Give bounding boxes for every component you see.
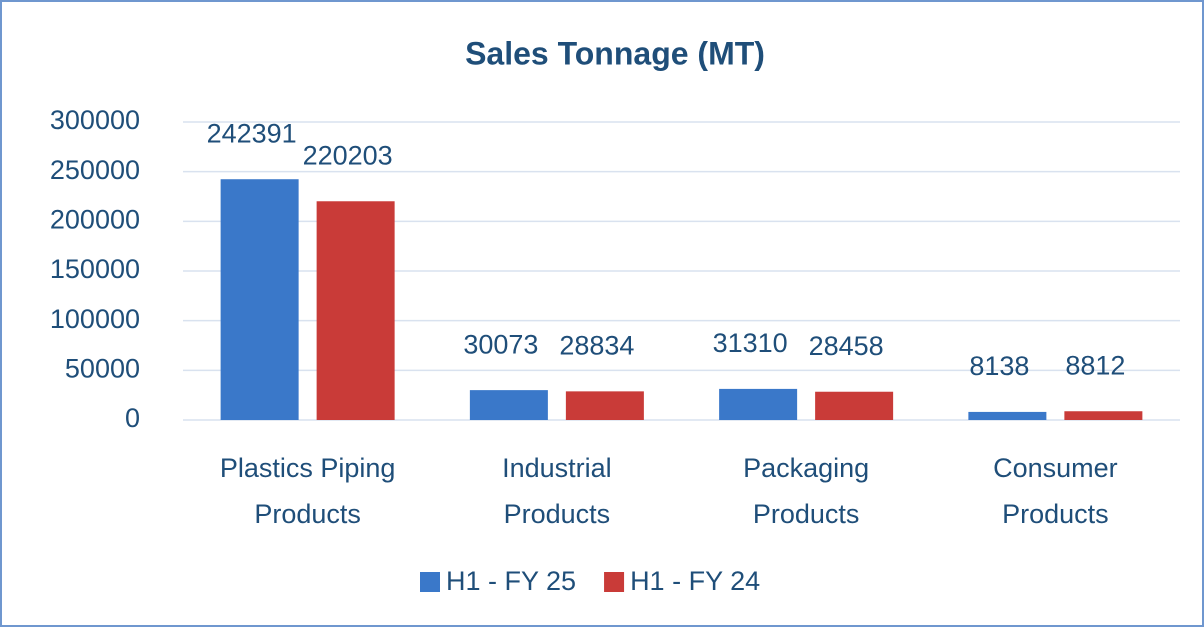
y-tick-label: 250000	[50, 155, 140, 185]
x-tick-label-line: Products	[1002, 499, 1109, 529]
x-tick-label-line: Products	[254, 499, 361, 529]
bar	[719, 388, 798, 420]
data-label: 8138	[969, 351, 1029, 381]
x-tick-label-line: Products	[504, 499, 611, 529]
y-tick-label: 0	[125, 403, 140, 433]
x-tick-label: Industrial Products	[502, 453, 612, 529]
bar	[1064, 411, 1143, 420]
x-tick-label-line: Plastics Piping	[220, 453, 396, 483]
legend-label: H1 - FY 24	[630, 566, 760, 596]
x-tick-label-line: Packaging	[743, 453, 869, 483]
bar	[220, 179, 299, 420]
bar	[316, 201, 395, 420]
legend-swatch	[604, 572, 625, 592]
data-label: 31310	[713, 328, 788, 358]
data-label: 8812	[1065, 350, 1125, 380]
x-tick-label-line: Industrial	[502, 453, 612, 483]
chart-title: Sales Tonnage (MT)	[465, 35, 765, 71]
bar	[469, 390, 548, 420]
legend-label: H1 - FY 25	[446, 566, 576, 596]
data-label: 28834	[559, 330, 634, 360]
y-tick-label: 200000	[50, 204, 140, 234]
bar	[815, 391, 894, 420]
y-tick-label: 300000	[50, 105, 140, 135]
x-tick-label: Consumer Products	[993, 453, 1118, 529]
data-label: 28458	[809, 331, 884, 361]
x-tick-label: Packaging Products	[743, 453, 869, 529]
y-tick-label: 150000	[50, 254, 140, 284]
bar	[968, 411, 1047, 420]
x-tick-label: Plastics Piping Products	[220, 453, 396, 529]
data-label: 242391	[207, 118, 297, 148]
y-tick-label: 100000	[50, 304, 140, 334]
legend-swatch	[420, 572, 440, 592]
x-tick-label-line: Products	[753, 499, 860, 529]
bar	[565, 391, 644, 420]
data-label: 220203	[303, 140, 393, 170]
y-tick-label: 50000	[65, 353, 140, 383]
x-tick-label-line: Consumer	[993, 453, 1118, 483]
data-label: 30073	[463, 329, 538, 359]
